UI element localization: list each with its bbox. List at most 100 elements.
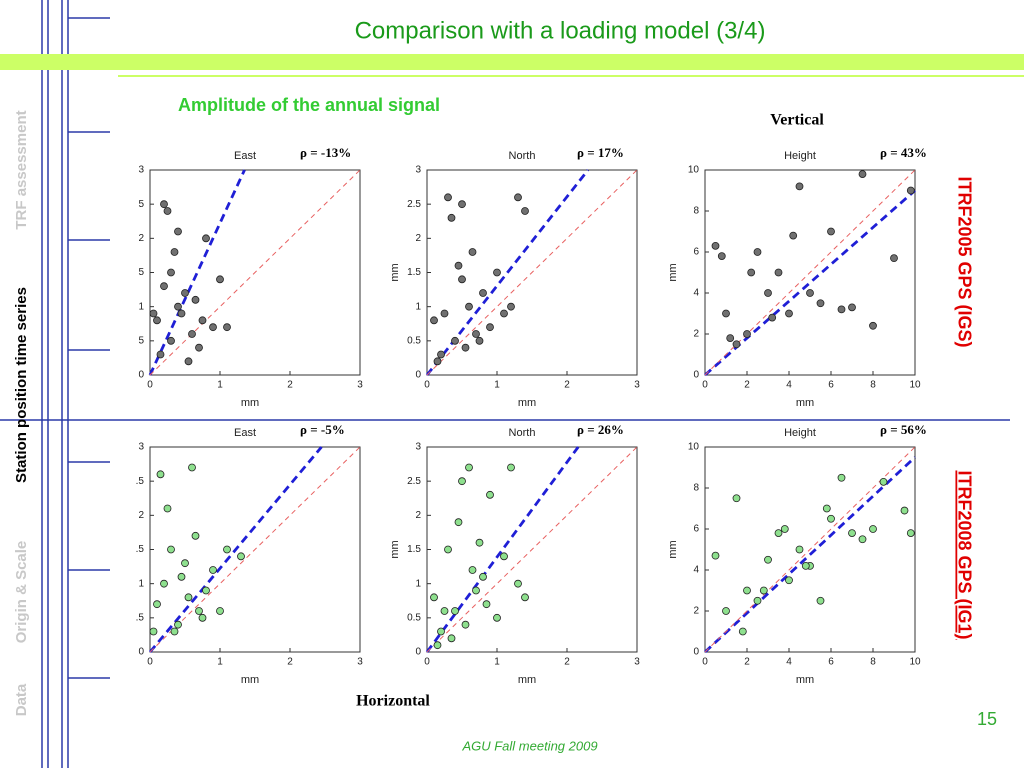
data-point [711, 551, 720, 560]
data-point [181, 559, 189, 568]
x-tick-label: 3 [634, 657, 640, 668]
data-point [816, 596, 825, 605]
y-tick-label: .5 [136, 612, 145, 623]
reference-line [149, 169, 361, 376]
y-tick-label: 3 [415, 165, 421, 176]
reference-line [148, 169, 246, 376]
data-point [167, 268, 175, 277]
data-point [437, 627, 445, 636]
data-point [869, 321, 877, 330]
data-point [717, 252, 726, 261]
rho-label: ρ = 26% [577, 422, 624, 437]
y-tick-label: 10 [688, 442, 700, 453]
data-point [468, 566, 477, 574]
y-tick-label: 2.5 [407, 199, 421, 210]
x-tick-label: 0 [147, 380, 153, 391]
rho-label: ρ = 17% [577, 145, 624, 160]
reference-line [704, 169, 916, 376]
x-tick-label: 6 [828, 657, 834, 668]
x-axis-label: mm [241, 397, 259, 409]
data-point [801, 562, 810, 570]
data-point [149, 627, 158, 636]
data-point [153, 600, 161, 609]
y-tick-label: 8 [693, 206, 699, 217]
x-tick-label: 6 [828, 380, 834, 391]
data-point [869, 525, 877, 533]
y-axis-label: mm [667, 540, 679, 558]
data-point [747, 268, 756, 277]
data-point [177, 572, 186, 581]
horizontal-label: Horizontal [356, 693, 430, 710]
data-point [454, 518, 463, 527]
x-tick-label: 0 [147, 657, 153, 668]
data-point [430, 316, 438, 325]
data-point [198, 613, 207, 622]
x-tick-label: 1 [217, 380, 223, 391]
data-point [726, 334, 735, 343]
y-tick-label: 8 [693, 483, 699, 494]
data-point [163, 207, 172, 215]
data-point [827, 227, 835, 236]
data-point [160, 282, 168, 291]
data-point [780, 525, 789, 533]
y-tick-label: .5 [136, 544, 145, 555]
data-point [153, 316, 161, 325]
data-point [738, 627, 747, 636]
plot-title: North [509, 150, 536, 162]
data-point [472, 586, 480, 595]
data-point [209, 566, 217, 574]
data-point [437, 350, 445, 359]
row-label: ITRF2008 GPS (IG1) [954, 470, 974, 639]
data-point [191, 295, 200, 304]
y-tick-label: 4 [693, 288, 699, 299]
data-point [521, 207, 529, 215]
rho-label: ρ = 43% [880, 145, 927, 160]
x-tick-label: 0 [702, 380, 708, 391]
data-point [858, 535, 867, 544]
x-tick-label: 2 [564, 657, 570, 668]
y-tick-label: 3 [138, 442, 144, 453]
y-tick-label: 1.5 [407, 544, 421, 555]
data-point [195, 607, 203, 615]
y-tick-label: 6 [693, 524, 699, 535]
y-tick-label: 2 [693, 329, 699, 340]
data-point [444, 193, 452, 202]
page-number: 15 [977, 709, 997, 729]
data-point [732, 494, 741, 503]
data-point [774, 268, 783, 277]
data-point [475, 336, 484, 345]
data-point [743, 330, 751, 338]
title-bar [0, 54, 1024, 70]
data-point [827, 514, 835, 523]
data-point [764, 555, 772, 564]
data-point [177, 309, 186, 318]
y-tick-label: 2 [138, 510, 144, 521]
data-point [167, 336, 175, 345]
data-point [486, 490, 494, 499]
data-point [174, 302, 182, 311]
data-point [753, 248, 762, 256]
y-tick-label: 5 [138, 267, 144, 278]
y-tick-label: 2 [415, 510, 421, 521]
row-label: ITRF2005 GPS (IGS) [954, 176, 974, 347]
data-point [209, 323, 217, 332]
data-point [507, 302, 515, 311]
x-tick-label: 4 [786, 380, 792, 391]
data-point [447, 634, 456, 643]
data-point [188, 330, 196, 338]
plot-title: East [234, 427, 256, 439]
plot-title: Height [784, 150, 816, 162]
data-point [170, 627, 179, 636]
data-point [160, 200, 168, 209]
data-point [785, 576, 793, 585]
y-tick-label: 0 [138, 370, 144, 381]
data-point [764, 289, 772, 297]
y-tick-label: 10 [688, 165, 700, 176]
data-point [475, 538, 484, 547]
data-point [848, 303, 856, 312]
data-point [181, 289, 189, 297]
data-point [890, 254, 898, 263]
reference-line [426, 169, 638, 376]
data-point [789, 231, 798, 240]
vertical-label: Vertical [770, 112, 824, 129]
